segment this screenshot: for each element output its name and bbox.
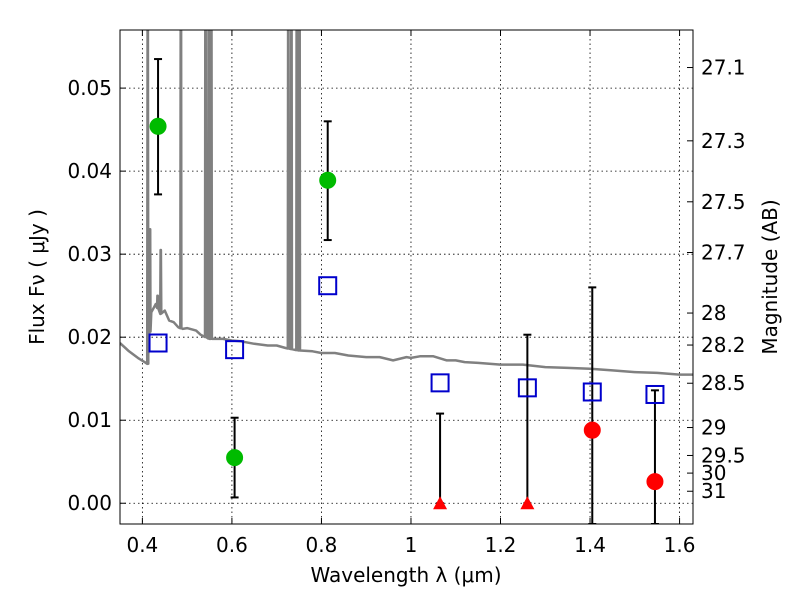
sed-model-line [120,30,693,376]
upper-limit-marker [433,496,448,510]
model-photometry-marker [517,378,537,398]
magnitude-tick-label: 27.1 [701,56,746,80]
y-tick-label: 0.03 [67,242,112,266]
magnitude-tick-label: 27.3 [701,129,746,153]
y-axis-label: Flux Fν ( μJy ) [25,209,49,345]
x-tick-label: 1.4 [574,533,606,557]
y-tick-label: 0.02 [67,325,112,349]
y-tick-label: 0.04 [67,159,112,183]
magnitude-tick-label: 31 [701,479,726,503]
y-axis-right-label: Magnitude (AB) [758,199,782,354]
magnitude-tick-label: 29.5 [701,443,746,467]
x-tick-label: 0.8 [306,533,338,557]
magnitude-tick-label: 30 [701,461,726,485]
detection-marker [149,117,167,135]
magnitude-tick-label: 28 [701,301,726,325]
nondetection-marker [583,421,601,439]
detection-marker [319,171,337,189]
x-tick-label: 0.6 [216,533,248,557]
magnitude-tick-label: 28.2 [701,333,746,357]
plot-frame [119,29,694,525]
detection-marker [226,449,244,467]
model-photometry-marker [148,333,168,353]
model-photometry-marker [582,382,602,402]
model-photometry-marker [225,340,245,360]
model-photometry-marker [430,373,450,393]
upper-limit-marker [520,496,535,510]
y-tick-label: 0.01 [67,408,112,432]
x-axis-label: Wavelength λ (μm) [310,563,501,587]
y-tick-label: 0.00 [67,491,112,515]
magnitude-tick-label: 28.5 [701,371,746,395]
x-tick-label: 1 [405,533,418,557]
x-tick-label: 1.6 [664,533,696,557]
axis-ticks: 0.4 0.6 0.8 1 1.2 1.4 1.6 0.00 0.01 0.02 0.03 0.04 0… [67,30,746,557]
model-photometry-marker [645,384,665,404]
nondetection-marker [646,473,664,491]
magnitude-tick-label: 27.7 [701,241,746,265]
magnitude-tick-label: 27.5 [701,190,746,214]
y-tick-label: 0.05 [67,76,112,100]
model-photometry-marker [318,276,338,296]
x-tick-label: 1.2 [485,533,517,557]
x-tick-label: 0.4 [126,533,158,557]
magnitude-tick-label: 29 [701,416,726,440]
plot-area [120,30,693,524]
grid [120,30,693,524]
